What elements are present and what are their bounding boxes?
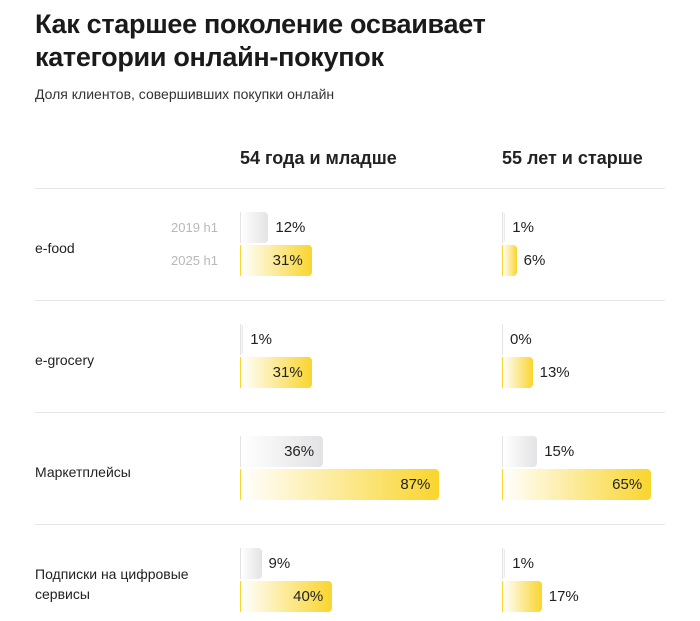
bar [240,245,312,276]
legend-label: 2025 h1 [171,253,218,268]
separator [35,412,665,413]
value-label: 31% [272,364,303,381]
bar [240,212,269,243]
bar [240,548,262,579]
value-label: 40% [293,588,324,605]
separator [35,300,665,301]
chart-subtitle: Доля клиентов, совершивших покупки онлай… [35,86,335,102]
bar [240,469,440,500]
bar [502,324,503,355]
value-label: 13% [539,364,570,381]
bar [502,212,506,243]
bar [240,357,312,388]
panel-title: 55 лет и старше [502,148,643,168]
value-label: 1% [512,555,534,572]
panel-title: 54 года и младше [240,148,397,168]
bar [502,436,538,467]
chart-title: Как старшее поколение осваивает категори… [35,9,486,72]
value-label: 31% [272,252,303,269]
value-label: 65% [612,476,643,493]
legend-label: 2019 h1 [171,220,218,235]
value-label: 1% [512,219,534,236]
value-label: 36% [284,443,315,460]
category-label: Маркетплейсы [35,464,131,480]
separator [35,188,665,189]
bar [502,548,506,579]
category-label: e-food [35,240,75,256]
value-label: 0% [510,331,532,348]
bar [502,469,652,500]
value-label: 1% [250,331,272,348]
bar [502,357,533,388]
bar [502,245,517,276]
category-label: e-grocery [35,352,95,368]
value-label: 12% [275,219,306,236]
value-label: 15% [544,443,575,460]
bar [240,436,324,467]
value-label: 87% [400,476,431,493]
value-label: 9% [268,555,291,572]
separator [35,524,665,525]
bar [240,581,333,612]
category-label: Подписки на цифровые сервисы [35,566,189,602]
value-label: 17% [548,588,579,605]
bar [240,324,244,355]
value-label: 6% [523,252,546,269]
bar [502,581,542,612]
